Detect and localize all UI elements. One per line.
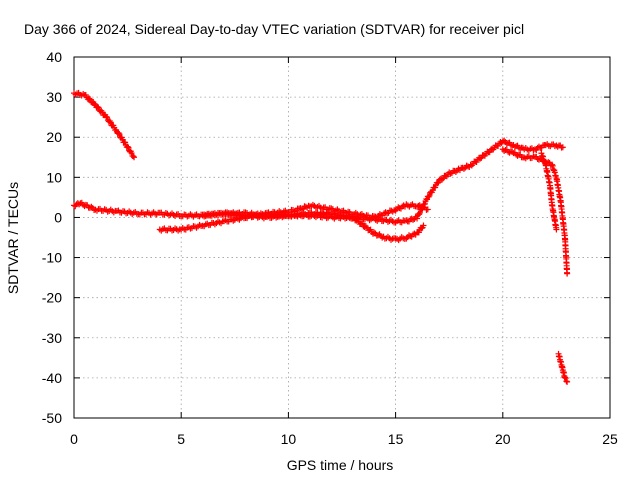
data-point [563,378,570,385]
series-arc-5 [499,146,571,277]
data-point [419,205,426,212]
data-point [460,165,467,172]
series-arc-7 [555,350,571,385]
x-tick-label: 25 [602,431,618,447]
y-tick-label: -20 [42,290,62,306]
axis-ticks: 0 5 10 15 20 25 -50 -40 -30 -20 -10 0 10 20 30 40 [42,49,618,447]
data-point [463,162,470,169]
series-arc-1 [71,89,138,161]
y-tick-label: 10 [46,169,62,185]
data-point [414,215,421,222]
data-marks [71,89,571,385]
y-tick-label: 30 [46,89,62,105]
data-point [87,96,94,103]
data-point [403,217,410,224]
y-tick-label: -30 [42,330,62,346]
data-point [434,180,441,187]
chart-title: Day 366 of 2024, Sidereal Day-to-day VTE… [24,21,524,37]
data-point [131,154,138,161]
data-point [350,214,357,221]
data-point [406,232,412,239]
plot-frame [73,56,611,419]
y-tick-label: -50 [42,410,62,426]
data-point [116,131,123,138]
data-point [435,179,442,186]
series-arc-6 [538,150,560,233]
data-point [432,184,439,191]
data-point [410,216,417,223]
data-point [81,203,88,210]
data-point [122,139,129,146]
data-point [349,213,356,220]
data-point [564,378,571,385]
data-point [559,144,566,151]
x-tick-label: 10 [281,431,297,447]
y-tick-label: 40 [46,49,62,65]
data-point [411,230,418,237]
data-point [564,270,571,277]
series-arc-3 [156,201,431,234]
data-point [95,104,102,111]
data-point [511,143,518,150]
x-tick-label: 5 [177,431,185,447]
data-point [359,220,366,227]
data-point [107,119,114,126]
data-point [447,170,454,177]
x-axis-label: GPS time / hours [287,457,394,473]
y-tick-label: -40 [42,370,62,386]
data-point [414,203,421,210]
data-point [477,155,484,162]
data-point [562,375,569,382]
data-point [514,152,521,159]
data-point [553,226,560,233]
data-point [503,140,510,147]
y-tick-label: 20 [46,129,62,145]
y-tick-label: -10 [42,250,62,266]
data-point [125,144,132,151]
data-point [561,374,568,381]
data-point [375,232,382,239]
data-point [86,95,93,102]
data-point [106,117,113,124]
data-point [104,114,111,121]
data-point [371,229,378,236]
data-point [395,204,402,211]
data-point [88,203,95,210]
y-axis-label: SDTVAR / TECUs [5,182,21,294]
data-point [531,146,538,153]
series-arc-4 [199,209,427,244]
data-point [420,222,427,229]
data-point [416,209,423,216]
data-point [425,193,432,200]
data-point [115,129,122,136]
data-point [128,150,135,157]
data-point [535,143,542,150]
x-tick-label: 0 [70,431,78,447]
y-tick-label: 0 [54,209,62,225]
data-point [424,206,431,213]
data-point [124,143,131,150]
data-point [501,147,508,154]
x-tick-label: 15 [388,431,404,447]
data-point [426,192,433,199]
data-point [94,103,101,110]
data-point [130,153,137,160]
grid [74,57,610,418]
data-point [439,176,446,183]
x-tick-label: 20 [495,431,511,447]
data-point [415,229,422,236]
